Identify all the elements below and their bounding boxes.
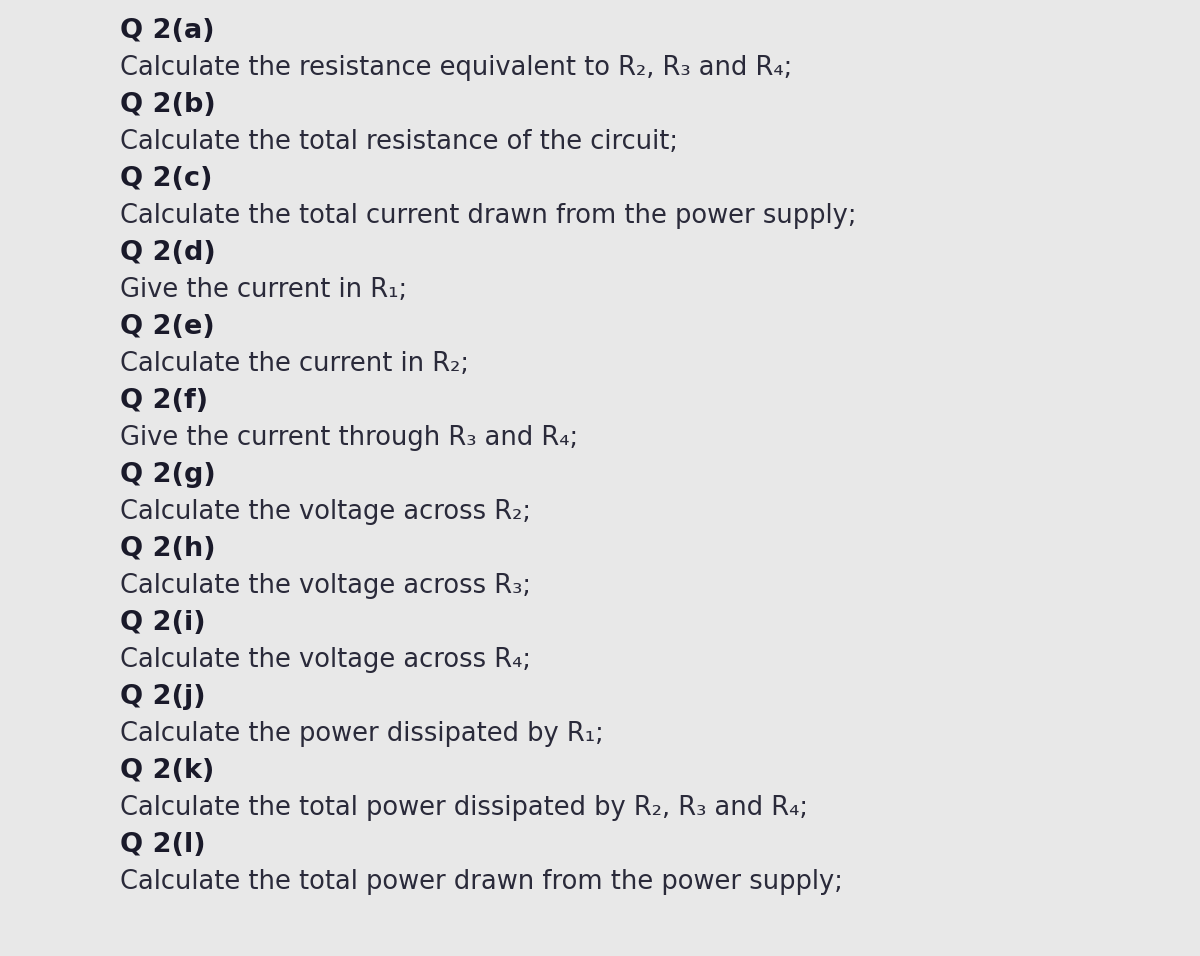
Text: Q 2(e): Q 2(e) <box>120 314 215 340</box>
Text: Q 2(i): Q 2(i) <box>120 610 205 636</box>
Text: Calculate the voltage across R₄;: Calculate the voltage across R₄; <box>120 647 530 673</box>
Text: Q 2(k): Q 2(k) <box>120 758 215 784</box>
Text: Q 2(h): Q 2(h) <box>120 536 216 562</box>
Text: Calculate the total current drawn from the power supply;: Calculate the total current drawn from t… <box>120 203 857 229</box>
Text: Q 2(g): Q 2(g) <box>120 462 216 488</box>
Text: Q 2(l): Q 2(l) <box>120 832 205 858</box>
Text: Calculate the voltage across R₂;: Calculate the voltage across R₂; <box>120 499 530 525</box>
Text: Calculate the total power drawn from the power supply;: Calculate the total power drawn from the… <box>120 869 842 895</box>
Text: Q 2(d): Q 2(d) <box>120 240 216 266</box>
Text: Q 2(a): Q 2(a) <box>120 18 215 44</box>
Text: Calculate the total power dissipated by R₂, R₃ and R₄;: Calculate the total power dissipated by … <box>120 795 808 821</box>
Text: Calculate the current in R₂;: Calculate the current in R₂; <box>120 351 469 377</box>
Text: Give the current in R₁;: Give the current in R₁; <box>120 277 407 303</box>
Text: Q 2(c): Q 2(c) <box>120 166 212 192</box>
Text: Calculate the power dissipated by R₁;: Calculate the power dissipated by R₁; <box>120 721 604 747</box>
Text: Calculate the total resistance of the circuit;: Calculate the total resistance of the ci… <box>120 129 678 155</box>
Text: Q 2(b): Q 2(b) <box>120 92 216 118</box>
Text: Calculate the voltage across R₃;: Calculate the voltage across R₃; <box>120 573 530 599</box>
Text: Q 2(j): Q 2(j) <box>120 684 205 710</box>
Text: Give the current through R₃ and R₄;: Give the current through R₃ and R₄; <box>120 425 578 451</box>
Text: Calculate the resistance equivalent to R₂, R₃ and R₄;: Calculate the resistance equivalent to R… <box>120 55 792 81</box>
Text: Q 2(f): Q 2(f) <box>120 388 208 414</box>
